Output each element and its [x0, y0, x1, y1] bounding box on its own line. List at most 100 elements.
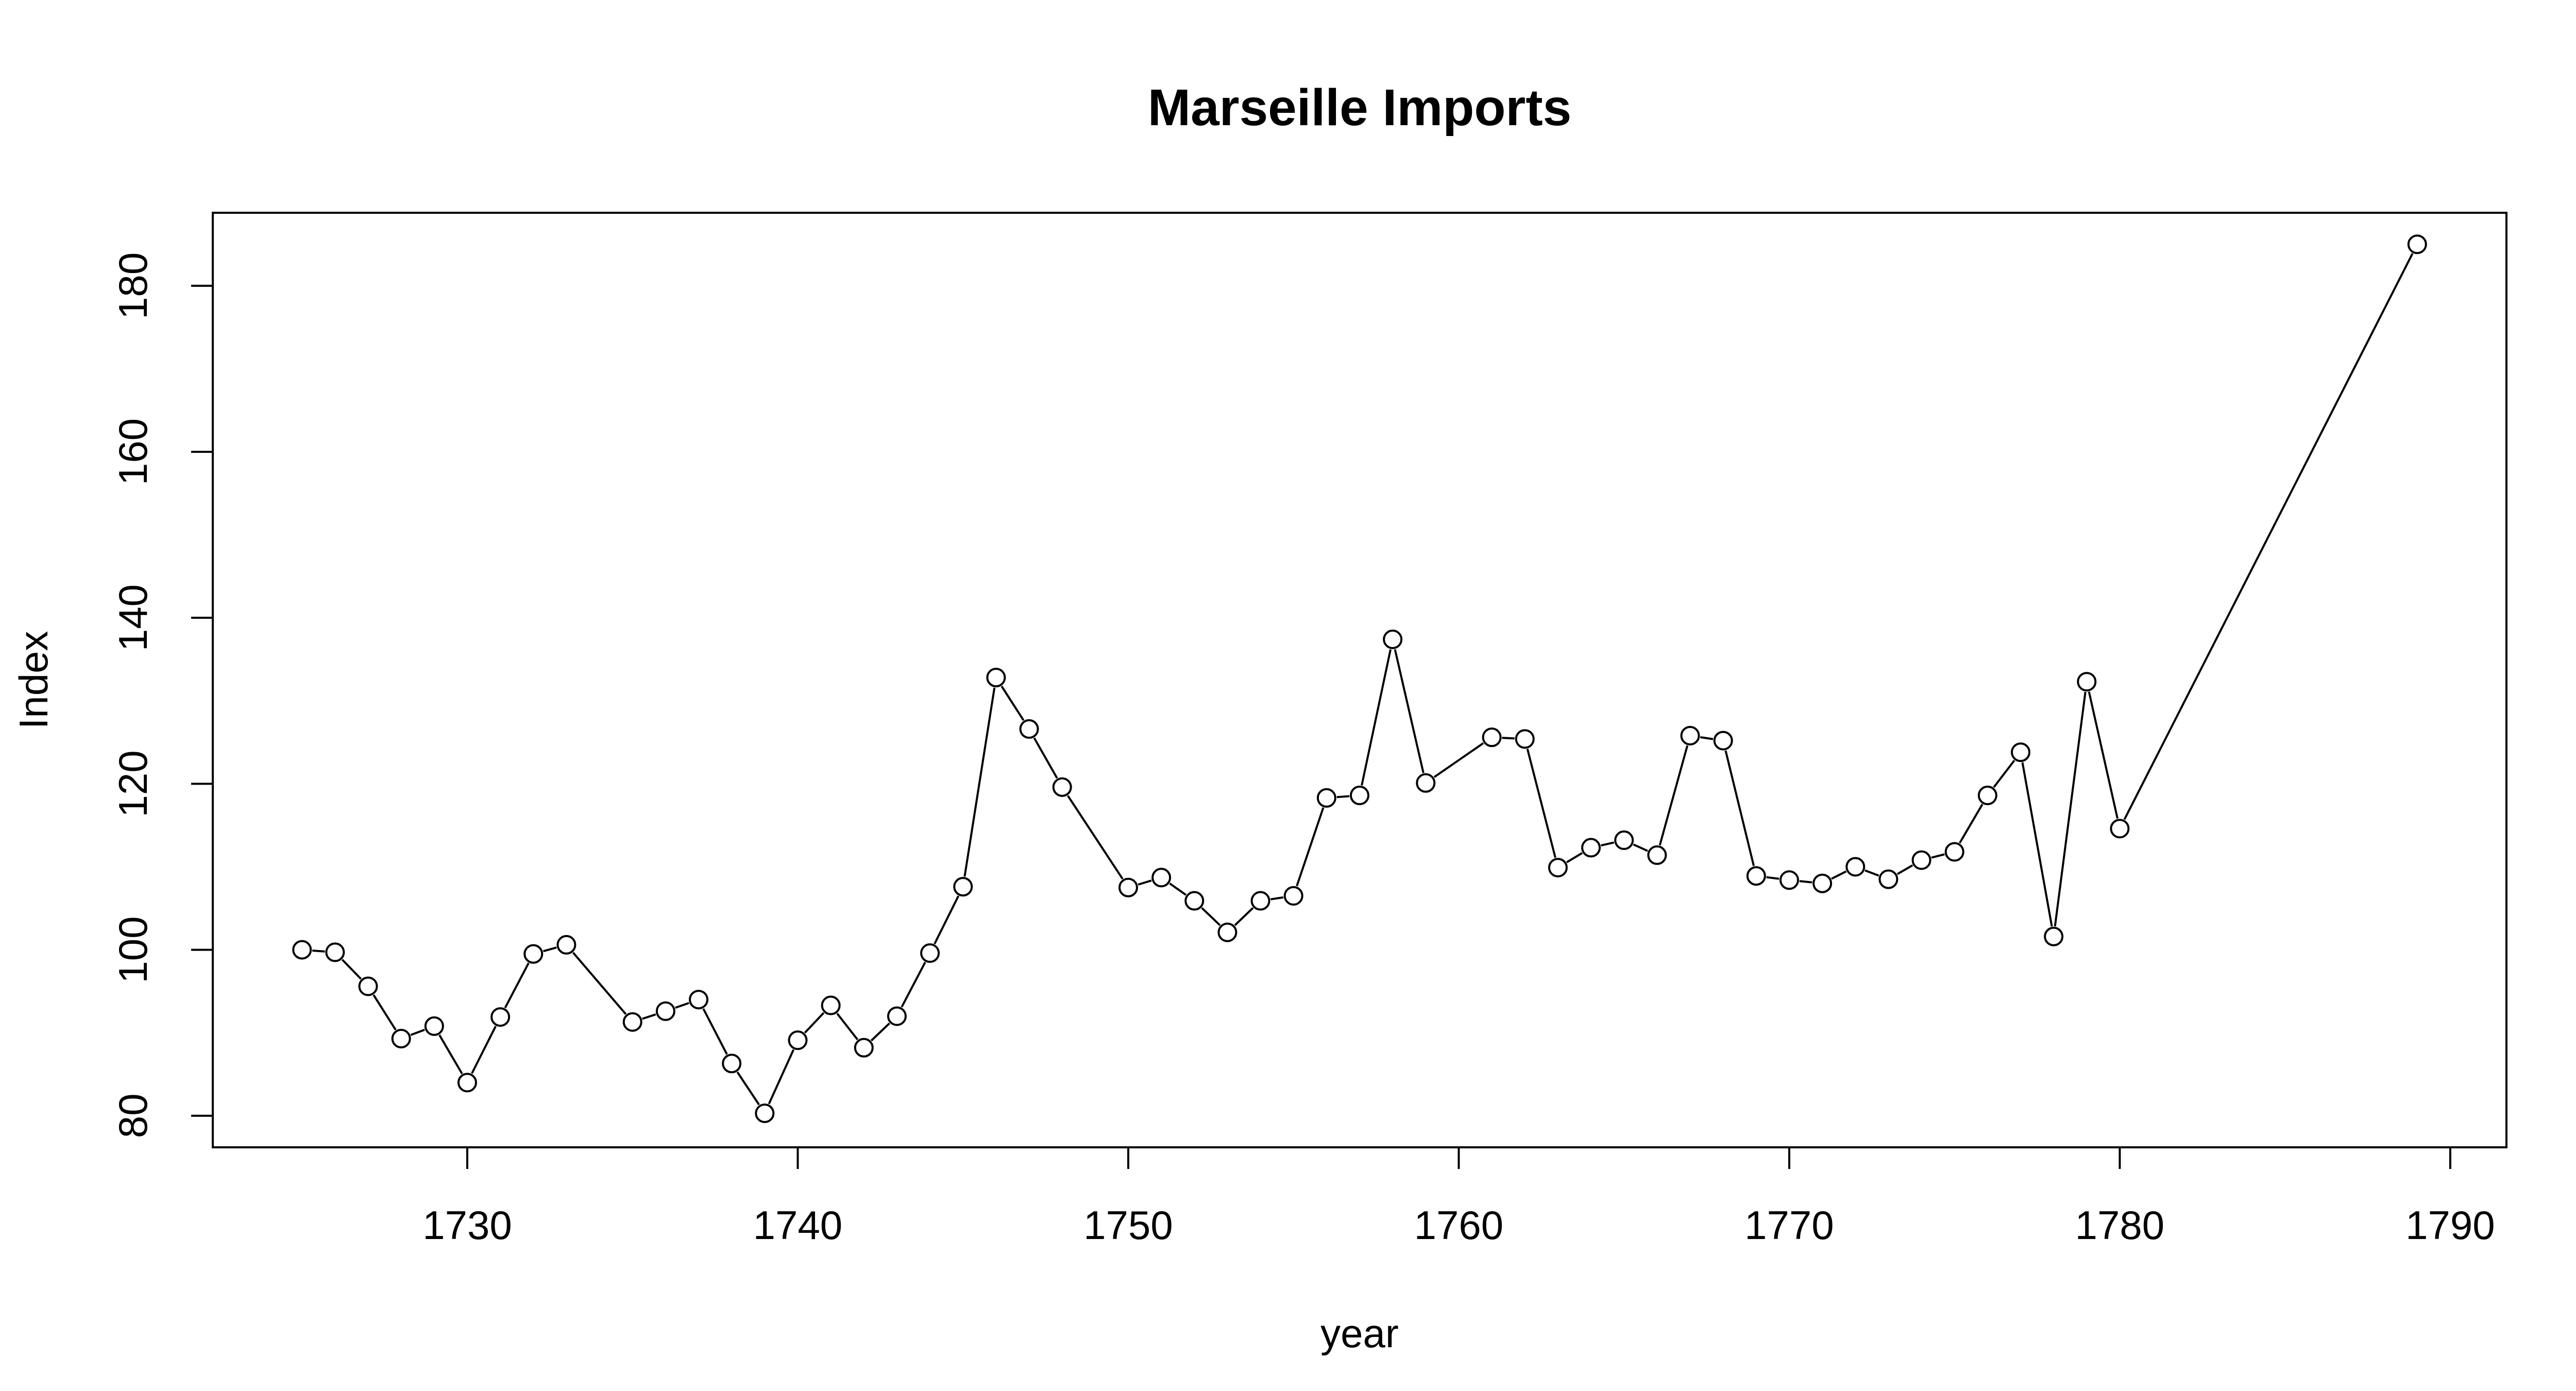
data-point-1789: [2407, 234, 2427, 255]
x-axis-label: year: [1320, 1311, 1399, 1356]
data-point-1748: [1052, 777, 1072, 797]
series-line-segment: [642, 1013, 656, 1020]
series-line-segment: [702, 1008, 728, 1055]
data-point-1732: [523, 944, 544, 964]
y-tick-label: 100: [110, 917, 156, 983]
data-point-1740: [788, 1030, 808, 1050]
series-line-segment: [836, 1013, 859, 1041]
y-axis-label: Index: [11, 631, 56, 730]
series-line-segment: [1234, 907, 1254, 926]
series-line-segment: [2021, 762, 2053, 927]
data-point-1778: [2044, 926, 2064, 946]
data-point-1729: [424, 1016, 444, 1036]
x-tick-label: 1790: [2405, 1202, 2495, 1248]
series-line-segment: [870, 1022, 890, 1042]
series-line-segment: [1601, 841, 1615, 846]
series-line-segment: [1526, 749, 1556, 858]
data-point-1755: [1283, 886, 1303, 906]
series-line-segment: [372, 994, 397, 1031]
chart-title: Marseille Imports: [1148, 79, 1572, 137]
series-line-segment: [736, 1071, 760, 1106]
series-line-segment: [675, 1002, 689, 1009]
data-point-1780: [2110, 819, 2130, 839]
data-point-1772: [1845, 857, 1866, 877]
data-point-1744: [920, 943, 940, 963]
series-line-segment: [804, 1012, 825, 1034]
data-point-1774: [1911, 850, 1931, 870]
y-tick-label: 160: [110, 418, 156, 485]
series-line-segment: [1658, 745, 1689, 846]
data-point-1763: [1548, 858, 1568, 878]
data-point-1746: [986, 668, 1006, 688]
data-point-1731: [490, 1007, 511, 1027]
series-line-segment: [1201, 907, 1221, 926]
data-point-1725: [292, 940, 312, 960]
plot-border: [212, 212, 2507, 1148]
series-line-segment: [1896, 864, 1913, 875]
data-point-1726: [325, 942, 345, 962]
series-line-segment: [901, 961, 926, 1008]
series-line-segment: [768, 1049, 795, 1105]
data-point-1750: [1118, 877, 1138, 897]
series-line-segment: [341, 959, 362, 980]
x-tick-label: 1780: [2075, 1202, 2165, 1248]
series-line-segment: [1799, 880, 1812, 884]
data-point-1758: [1383, 630, 1403, 650]
series-line-segment: [1766, 876, 1780, 880]
data-point-1769: [1746, 866, 1766, 886]
series-line-segment: [312, 949, 325, 953]
series-line-segment: [471, 1026, 497, 1074]
data-point-1759: [1416, 773, 1436, 793]
x-tick-label: 1760: [1414, 1202, 1504, 1248]
data-point-1776: [1977, 785, 1997, 805]
y-tick-label: 80: [110, 1093, 156, 1138]
data-point-1756: [1316, 788, 1336, 808]
series-line-segment: [963, 687, 996, 877]
series-line-segment: [1931, 853, 1945, 859]
series-line-segment: [1394, 649, 1425, 773]
x-axis: 1730 1740 1750 1760 1770 1780 1790: [422, 1146, 2495, 1248]
data-point-1737: [689, 990, 709, 1010]
data-point-1757: [1350, 785, 1369, 805]
y-tick-label: 120: [110, 750, 156, 817]
data-point-1745: [953, 877, 973, 897]
data-point-1738: [722, 1054, 742, 1074]
series-line-segment: [1993, 759, 2015, 788]
data-point-1741: [821, 995, 841, 1015]
series-line-segment: [1633, 843, 1648, 852]
data-point-1765: [1614, 830, 1634, 850]
data-point-1775: [1944, 842, 1964, 862]
data-point-1779: [2077, 672, 2097, 692]
data-point-1771: [1812, 873, 1833, 893]
data-point-1761: [1482, 727, 1502, 748]
series-line-segment: [934, 895, 960, 945]
data-point-1733: [556, 935, 577, 955]
series-line-segment: [1959, 804, 1984, 844]
data-point-1777: [2010, 742, 2030, 762]
data-point-1743: [887, 1006, 907, 1026]
series-line-segment: [1724, 750, 1755, 867]
data-point-1736: [655, 1001, 675, 1021]
series-line-segment: [1001, 685, 1025, 721]
data-point-1739: [755, 1103, 775, 1123]
x-tick-label: 1750: [1083, 1202, 1173, 1248]
data-point-1728: [391, 1028, 411, 1048]
series-line-segment: [1066, 795, 1124, 880]
data-point-1730: [457, 1073, 477, 1093]
data-point-1773: [1878, 869, 1899, 889]
series-line-segment: [1700, 736, 1714, 740]
series-line-segment: [438, 1034, 463, 1075]
series-line-segment: [1270, 896, 1284, 901]
data-point-1753: [1217, 922, 1238, 942]
series-line-segment: [1831, 870, 1847, 880]
data-point-1754: [1250, 891, 1270, 911]
series-line-segment: [1433, 742, 1484, 778]
series-line-segment: [1361, 649, 1392, 786]
series-line-segment: [543, 946, 557, 953]
data-point-1742: [854, 1038, 874, 1058]
data-point-1747: [1019, 719, 1039, 739]
data-point-1752: [1184, 891, 1205, 911]
data-point-1768: [1713, 731, 1733, 751]
data-point-1770: [1779, 870, 1799, 890]
x-tick-label: 1740: [753, 1202, 843, 1248]
